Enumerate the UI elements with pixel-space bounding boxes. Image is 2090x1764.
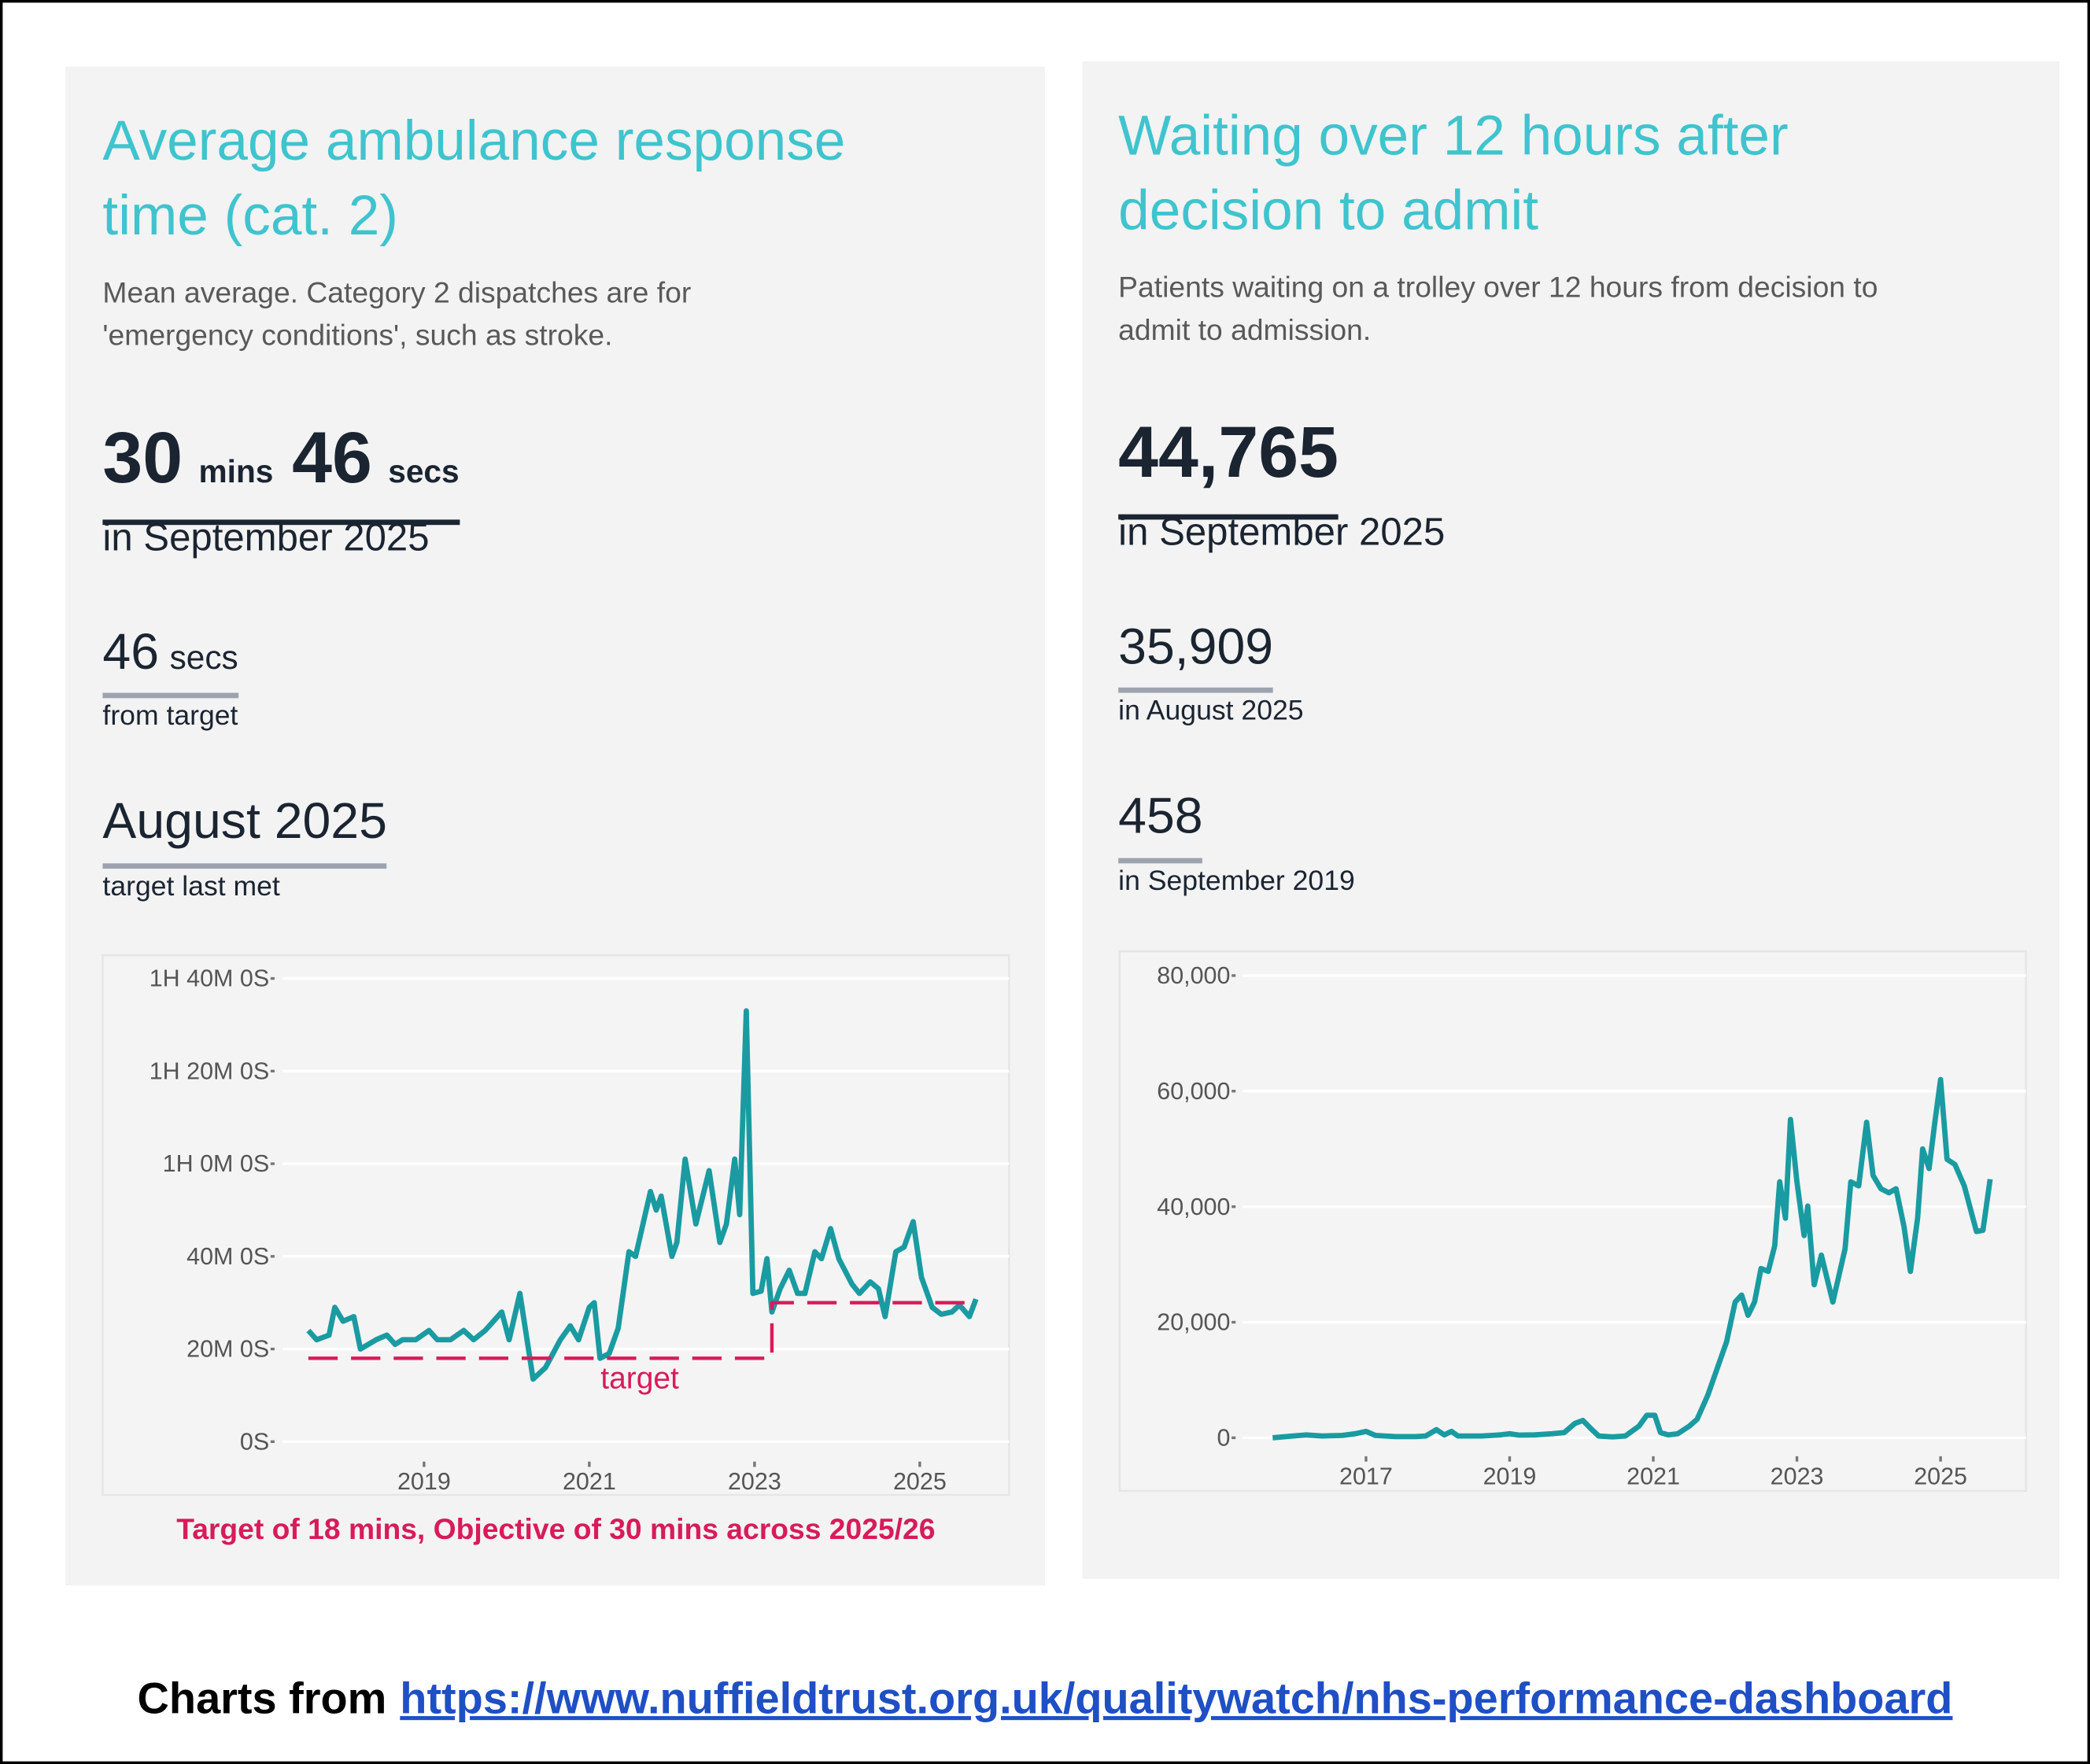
stat-label: in August 2025 (1118, 695, 1304, 726)
headline-number: 30 (102, 418, 183, 499)
x-tick-label: 2019 (1483, 1463, 1537, 1489)
x-tick-label: 2019 (397, 1468, 451, 1495)
headline-unit: secs (388, 454, 460, 491)
headline-period: in September 2025 (102, 517, 430, 560)
headline: 44,765 (1118, 411, 1339, 520)
y-tick-label: 0 (1217, 1425, 1231, 1452)
stat-unit: secs (169, 639, 238, 677)
y-tick-label: 40M 0S (186, 1243, 269, 1270)
stat: 35,909 (1118, 618, 1274, 693)
y-tick-label: 40,000 (1157, 1194, 1230, 1220)
annotation: target (600, 1362, 679, 1396)
x-tick-label: 2023 (1771, 1463, 1824, 1489)
stat-number: 35,909 (1118, 619, 1274, 676)
stat: 46 secs (102, 624, 238, 699)
source-link[interactable]: https://www.nuffieldtrust.org.uk/quality… (400, 1673, 1953, 1723)
panel-title: Average ambulance response time (cat. 2) (102, 109, 846, 247)
y-tick-label: 80,000 (1157, 962, 1230, 989)
headline: 30 mins 46 secs (102, 415, 460, 526)
chart-caption: Target of 18 mins, Objective of 30 mins … (176, 1512, 935, 1545)
footer-text: Charts from (137, 1673, 387, 1723)
y-tick-label: 1H 20M 0S (150, 1058, 269, 1085)
stat-number: 46 (102, 625, 160, 681)
x-tick-label: 2025 (893, 1468, 947, 1495)
y-tick-label: 20,000 (1157, 1309, 1230, 1336)
panel-subtitle: Patients waiting on a trolley over 12 ho… (1118, 270, 1878, 347)
data-line (306, 1008, 979, 1382)
headline-period: in September 2025 (1118, 511, 1446, 555)
stat-number: 458 (1118, 788, 1203, 845)
y-tick-label: 1H 40M 0S (150, 965, 269, 992)
headline-number: 46 (292, 418, 372, 499)
footer: Charts from https://www.nuffieldtrust.org… (2, 1674, 2087, 1724)
y-tick-label: 20M 0S (186, 1336, 269, 1363)
stat-label: in September 2019 (1118, 865, 1355, 897)
y-tick-label: 60,000 (1157, 1078, 1230, 1105)
x-tick-label: 2021 (1627, 1463, 1680, 1489)
x-tick-label: 2021 (563, 1468, 616, 1495)
stat: August 2025 (102, 792, 387, 869)
stat-label: from target (102, 700, 238, 732)
panel-title: Waiting over 12 hours after decision to … (1118, 104, 1789, 242)
x-tick-label: 2017 (1339, 1463, 1393, 1489)
y-tick-label: 1H 0M 0S (163, 1150, 270, 1177)
headline-number: 44,765 (1118, 412, 1339, 493)
x-tick-label: 2025 (1914, 1463, 1967, 1489)
y-tick-label: 0S (240, 1428, 269, 1455)
target-line (308, 1301, 977, 1360)
stat: 458 (1118, 786, 1203, 864)
stat-number: August 2025 (102, 794, 387, 851)
plot-area (1118, 950, 2027, 1493)
plot-area (102, 954, 1010, 1496)
data-line (1272, 1076, 1993, 1441)
x-tick-label: 2023 (728, 1468, 781, 1495)
headline-unit: mins (198, 454, 274, 491)
stat-label: target last met (102, 871, 280, 902)
panel-subtitle: Mean average. Category 2 dispatches are … (102, 275, 692, 352)
